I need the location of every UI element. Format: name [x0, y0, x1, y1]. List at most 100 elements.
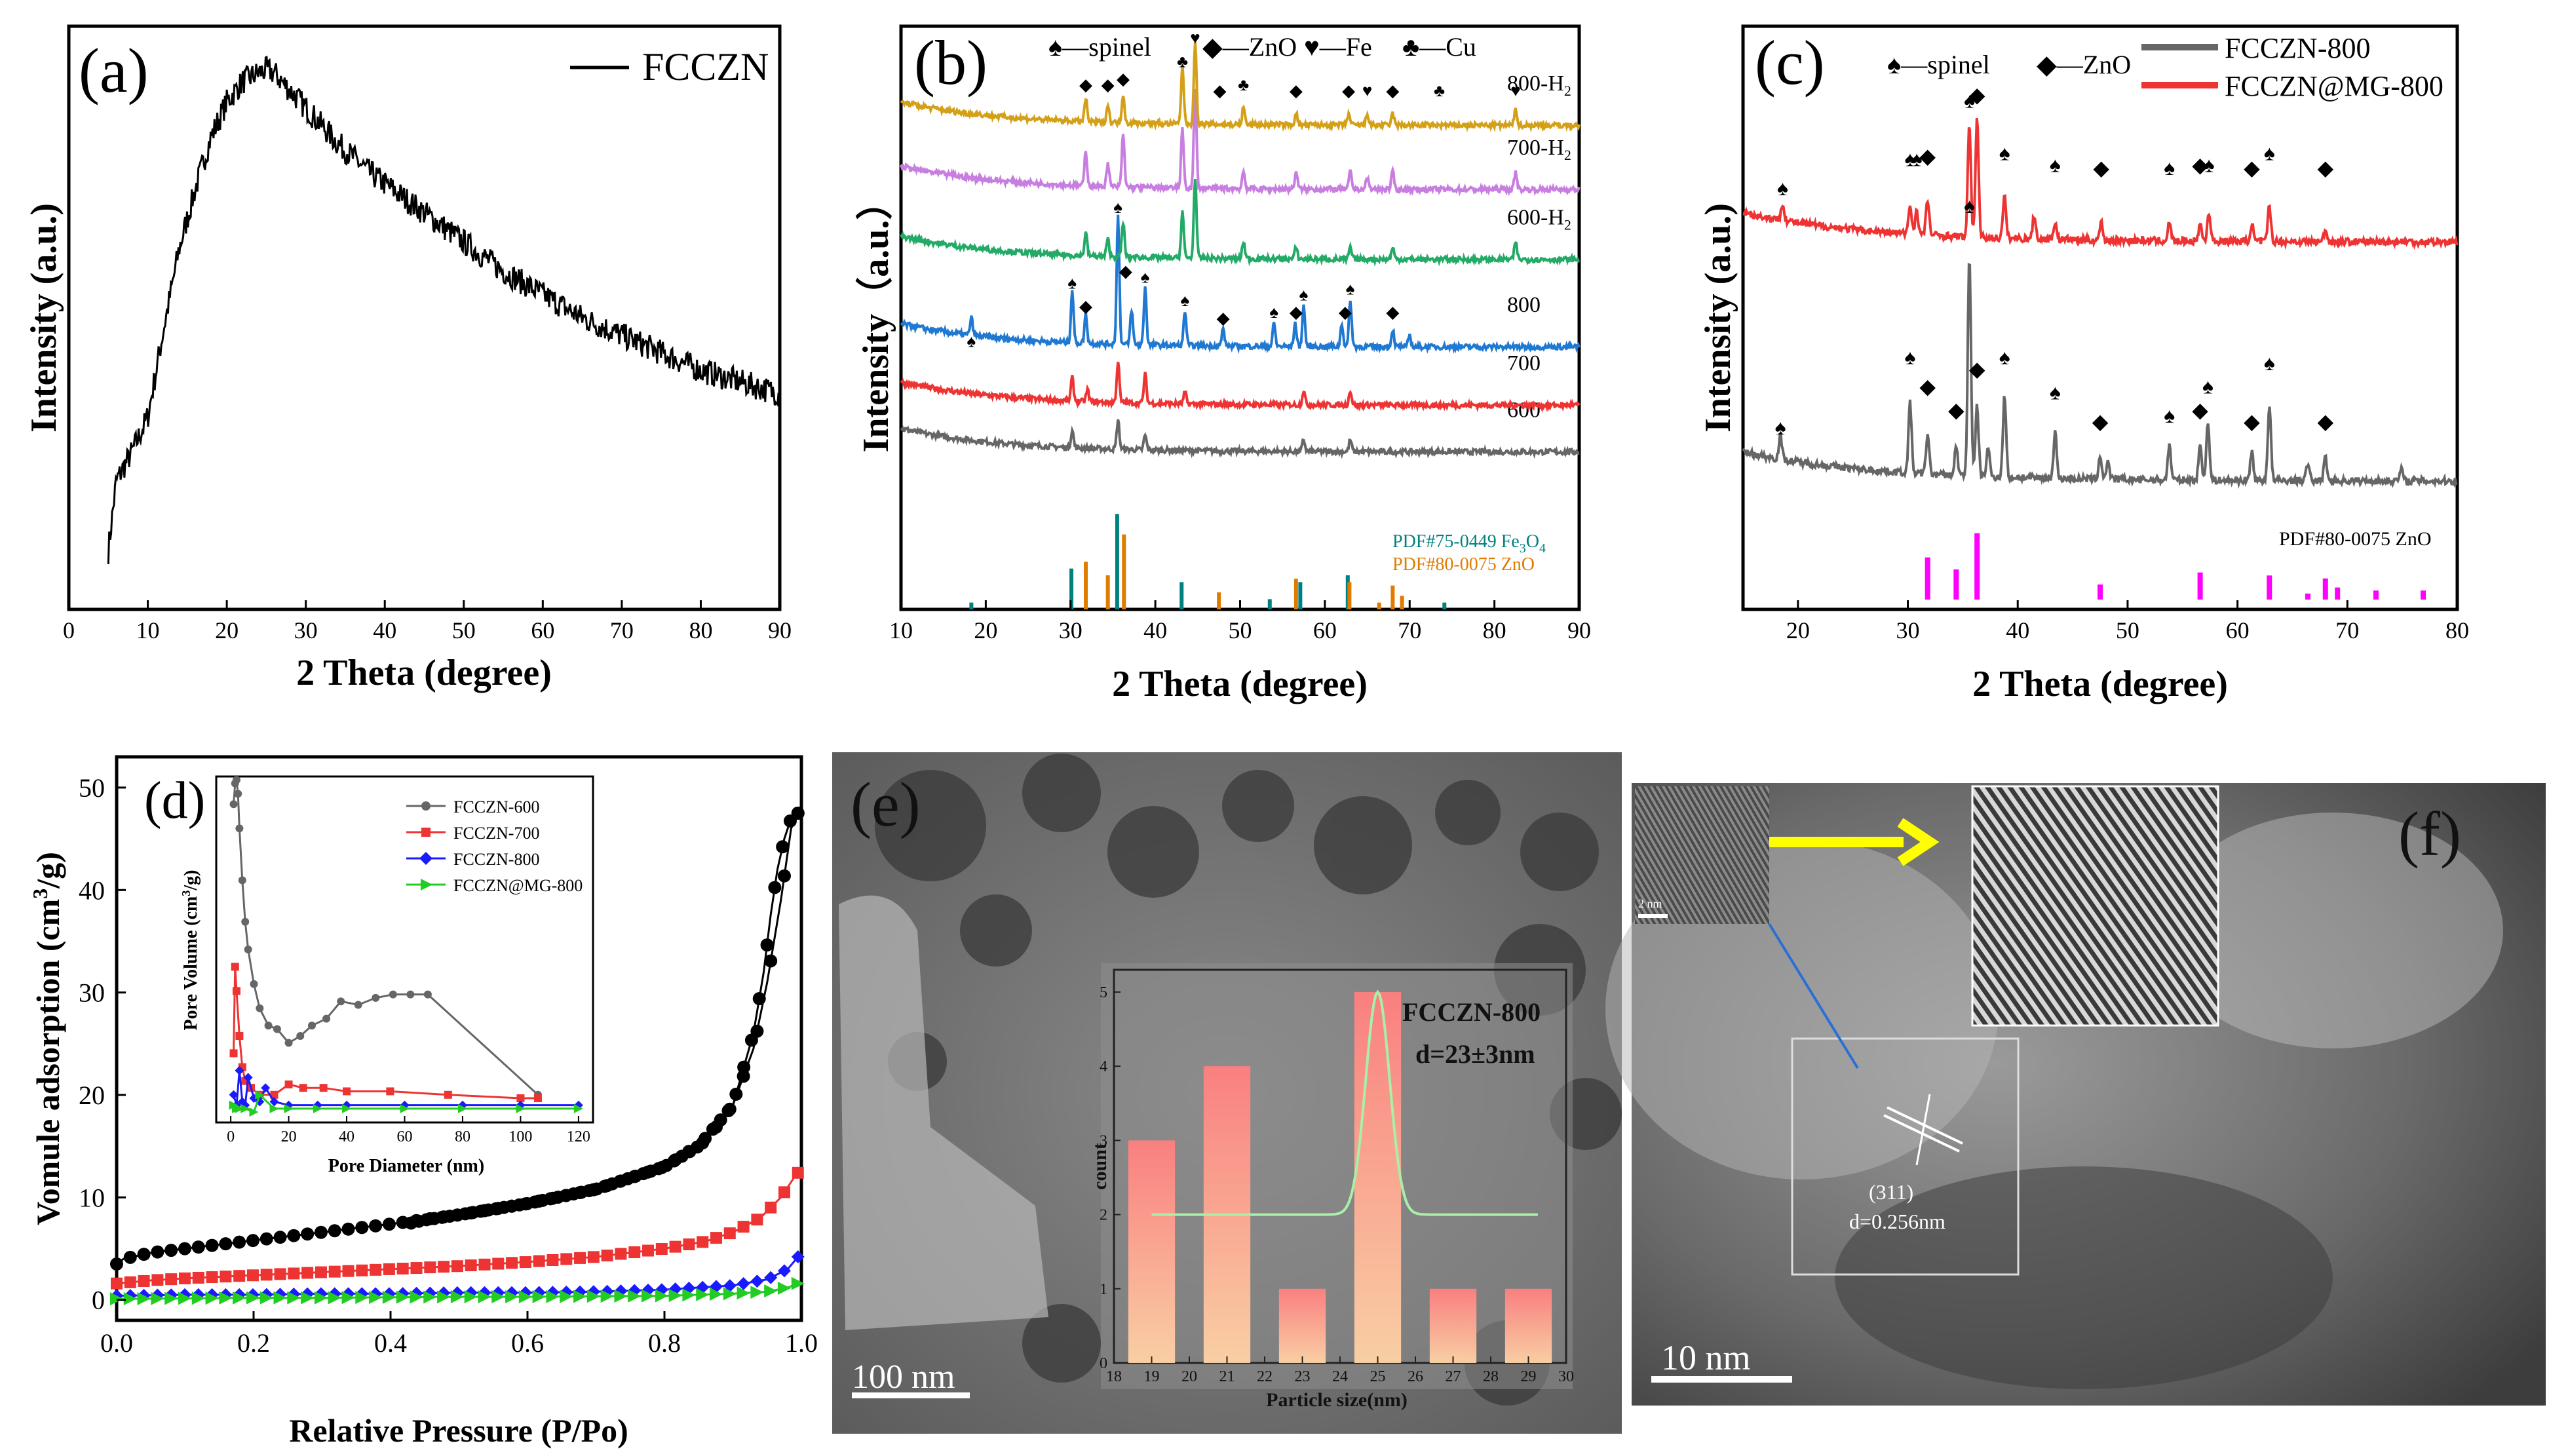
b-xtick-label: 60: [1313, 617, 1337, 643]
particle: [960, 894, 1032, 967]
isotherm-point: [691, 1140, 704, 1154]
peak-marker: ◆: [2192, 153, 2208, 177]
peak-marker: ♠: [1999, 142, 2010, 165]
psd-point: [296, 1032, 305, 1040]
isotherm-point: [301, 1227, 315, 1241]
xrd-pattern-FCCZN-800: [1742, 262, 2458, 489]
isotherm-point: [341, 1291, 355, 1305]
c-xtick-label: 50: [2116, 617, 2139, 643]
isotherm-point: [314, 1291, 328, 1305]
peak-marker: ◆: [1213, 81, 1226, 100]
psd-point: [241, 917, 250, 926]
inset-xtick-label: 100: [508, 1128, 532, 1145]
a-xtick-label: 60: [531, 617, 554, 643]
peak-marker: ◆: [1919, 375, 1936, 398]
peak-marker: ◆: [1079, 297, 1092, 316]
panel-d-inset-xlabel: Pore Diameter (nm): [328, 1156, 484, 1176]
hist-ytick-label: 4: [1100, 1058, 1107, 1075]
isotherm-point: [791, 807, 805, 820]
isotherm-point: [710, 1232, 723, 1244]
isotherm-point: [683, 1238, 695, 1251]
inset-xtick-label: 120: [567, 1128, 590, 1145]
isotherm-point: [768, 881, 782, 894]
isotherm-point: [205, 1292, 219, 1305]
panel-d-plot: [110, 807, 805, 1306]
b-xtick-label: 50: [1229, 617, 1252, 643]
peak-marker: ◆: [1119, 262, 1132, 281]
panel-f-bright-region: [2162, 813, 2503, 1048]
panel-b-ref-fe3o4-head: PDF#75-0449 Fe: [1392, 531, 1520, 552]
psd-point: [307, 1022, 316, 1030]
psd-point: [269, 1097, 279, 1107]
xrd-pattern-600: [900, 419, 1580, 459]
hist-xtick-label: 23: [1295, 1368, 1311, 1385]
hist-xtick-label: 18: [1106, 1368, 1122, 1385]
peak-marker: ◆: [2192, 398, 2208, 421]
xrd-label-sub: 2: [1564, 217, 1571, 233]
panel-a: 0 10 20 30 40 50 60 70 80 90 (a) FCCZN 2 Theta (d…: [24, 24, 792, 693]
peak-marker: ◆: [1290, 303, 1303, 322]
isotherm-point: [560, 1290, 573, 1303]
psd-point: [235, 1103, 244, 1113]
panel-f-scale-bar: [1651, 1376, 1792, 1383]
isotherm-point: [328, 1291, 341, 1305]
hist-xtick-label: 20: [1181, 1368, 1197, 1385]
hist-xtick-label: 26: [1408, 1368, 1423, 1385]
psd-point: [342, 1103, 352, 1113]
isotherm-point: [696, 1288, 710, 1301]
isotherm-point: [369, 1219, 383, 1233]
peak-marker: ◆: [1386, 81, 1399, 100]
isotherm-point: [273, 1291, 287, 1305]
psd-point: [229, 800, 238, 809]
isotherm-point: [777, 869, 791, 883]
panel-e-inset-plot: [1113, 968, 1567, 1364]
isotherm-point: [586, 1290, 600, 1303]
psd-point: [457, 1103, 467, 1113]
isotherm-point: [721, 1104, 735, 1118]
isotherm-point: [138, 1274, 150, 1287]
panel-e-light-region: [839, 895, 1048, 1330]
b-xtick-label: 20: [974, 617, 997, 643]
isotherm-point: [328, 1265, 341, 1278]
panel-d-frame: [115, 755, 803, 1322]
isotherm-point: [682, 1288, 696, 1302]
psd-point: [337, 997, 345, 1006]
peak-marker: ◆: [2317, 410, 2333, 433]
xrd-pattern-700: [900, 361, 1581, 413]
isotherm-point: [314, 1225, 328, 1239]
peak-marker: ♠: [1904, 147, 1915, 171]
isotherm-point: [273, 1231, 287, 1244]
hist-bar-27: [1429, 1288, 1477, 1363]
isotherm-point: [288, 1267, 300, 1280]
peak-marker: ◆: [1217, 309, 1230, 328]
isotherm-point: [506, 1257, 518, 1269]
hist-ytick-label: 5: [1100, 984, 1107, 1001]
peak-marker: ◆: [1339, 303, 1352, 322]
panel-b-legend: ♠—spinel ◆—ZnO ♥—Fe ♣—Cu: [1048, 32, 1476, 62]
isotherm-point: [450, 1290, 464, 1304]
inset-legend-marker-mg: [421, 879, 432, 891]
panel-f-label: (f): [2398, 799, 2461, 869]
isotherm-point: [396, 1262, 409, 1274]
isotherm-point: [178, 1292, 191, 1305]
hist-xtick-label: 27: [1446, 1368, 1461, 1385]
isotherm-point: [124, 1276, 136, 1288]
isotherm-point: [355, 1291, 369, 1305]
panel-f-scale-label: 10 nm: [1661, 1338, 1751, 1377]
peak-marker: ♠: [2204, 153, 2215, 177]
xrd-label-800: 800: [1507, 293, 1541, 317]
peak-marker: ♠: [1904, 345, 1915, 369]
peak-marker: ♠: [2264, 142, 2275, 165]
peak-marker: ♠: [1964, 194, 1975, 218]
inset-ylabel-head: Pore Volume (cm: [181, 896, 201, 1031]
psd-point: [261, 1083, 271, 1093]
psd-point: [372, 993, 380, 1002]
isotherm-point: [355, 1221, 369, 1235]
panel-a-legend: FCCZN: [642, 45, 769, 88]
isotherm-point: [710, 1288, 723, 1301]
peak-marker: ♠: [2264, 351, 2275, 375]
peak-marker: ♠: [2202, 375, 2214, 398]
xrd-label-sub: 2: [1564, 83, 1571, 99]
panel-d-inset-frame: [215, 775, 594, 1124]
isotherm-point: [110, 1292, 123, 1306]
